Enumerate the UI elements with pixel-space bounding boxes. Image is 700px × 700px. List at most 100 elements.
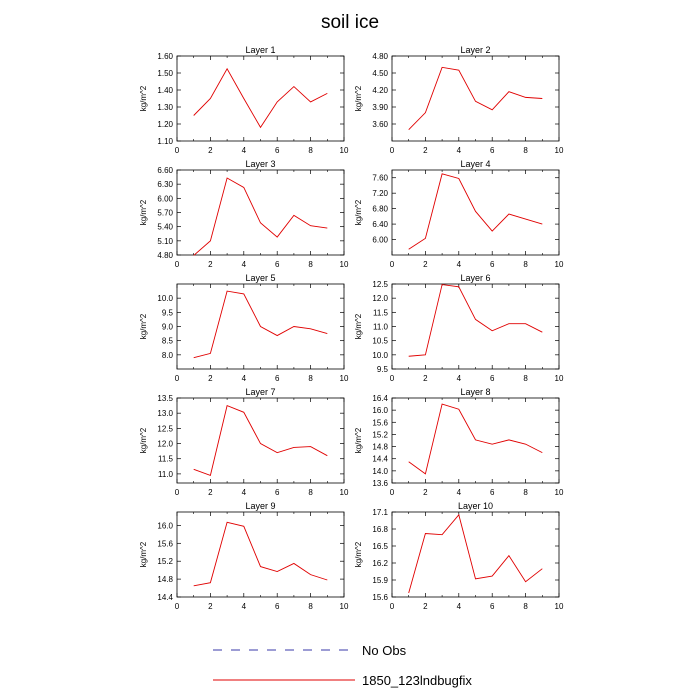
y-axis-label: kg/m^2 xyxy=(139,313,148,339)
figure-title: soil ice xyxy=(321,12,379,33)
x-tick-label: 6 xyxy=(490,146,495,155)
y-tick-label: 8.5 xyxy=(162,337,174,346)
x-tick-label: 4 xyxy=(457,602,462,611)
series-line xyxy=(408,66,543,130)
chart-panel-layer-8: Layer 8 0 2 4 6 8 10 13.6 14.0 14.4 14.8 15.2 15.6 16… xyxy=(354,387,564,497)
y-tick-label: 13.6 xyxy=(372,479,388,488)
panel-title: Layer 8 xyxy=(460,387,490,397)
y-tick-label: 9.5 xyxy=(162,308,174,317)
y-tick-label: 6.00 xyxy=(372,236,388,245)
y-tick-label: 12.0 xyxy=(157,440,173,449)
y-tick-label: 16.8 xyxy=(372,525,388,534)
x-tick-label: 2 xyxy=(423,260,428,269)
y-axis-label: kg/m^2 xyxy=(354,199,363,225)
y-tick-label: 11.0 xyxy=(373,323,389,332)
x-tick-label: 8 xyxy=(308,374,313,383)
y-tick-label: 11.5 xyxy=(373,308,389,317)
y-tick-label: 6.80 xyxy=(372,205,388,214)
x-tick-label: 2 xyxy=(423,374,428,383)
series-line xyxy=(408,513,543,594)
y-tick-label: 4.20 xyxy=(372,86,388,95)
y-tick-label: 10.5 xyxy=(372,337,388,346)
y-tick-label: 11.0 xyxy=(158,470,174,479)
x-tick-label: 4 xyxy=(457,260,462,269)
x-tick-label: 2 xyxy=(423,488,428,497)
y-tick-label: 15.9 xyxy=(372,576,388,585)
x-tick-label: 0 xyxy=(390,488,395,497)
chart-panel-layer-5: Layer 5 0 2 4 6 8 10 8.0 8.5 9.0 9.5 10.0 kg/m^2 xyxy=(139,273,349,383)
x-tick-label: 4 xyxy=(457,488,462,497)
x-tick-label: 6 xyxy=(275,146,280,155)
y-tick-label: 13.5 xyxy=(157,394,173,403)
series-line xyxy=(193,290,328,359)
y-tick-label: 3.90 xyxy=(372,103,388,112)
y-tick-label: 6.30 xyxy=(157,180,173,189)
y-tick-label: 10.0 xyxy=(157,294,173,303)
chart-panel-layer-6: Layer 6 0 2 4 6 8 10 9.5 10.0 10.5 11.0 11.5 12.0 12.… xyxy=(354,273,564,383)
chart-panel-layer-2: Layer 2 0 2 4 6 8 10 3.60 3.90 4.20 4.50 4.80 kg/m^2 xyxy=(354,45,564,155)
y-tick-label: 1.40 xyxy=(157,86,173,95)
panel-title: Layer 7 xyxy=(245,387,275,397)
x-tick-label: 8 xyxy=(308,260,313,269)
x-tick-label: 6 xyxy=(490,260,495,269)
x-tick-label: 6 xyxy=(490,488,495,497)
x-tick-label: 2 xyxy=(423,146,428,155)
x-tick-label: 4 xyxy=(457,146,462,155)
y-tick-label: 5.70 xyxy=(157,209,173,218)
chart-panel-layer-10: Layer 10 0 2 4 6 8 10 15.6 15.9 16.2 16.5 16.8 17.1 k… xyxy=(354,501,564,611)
x-tick-label: 10 xyxy=(340,146,349,155)
y-tick-label: 1.20 xyxy=(157,120,173,129)
y-tick-label: 12.5 xyxy=(157,424,173,433)
legend: No Obs 1850_123lndbugfix xyxy=(213,643,472,688)
plot-frame xyxy=(391,397,560,484)
x-tick-label: 4 xyxy=(242,488,247,497)
y-tick-label: 13.0 xyxy=(157,409,173,418)
series-line xyxy=(193,177,328,256)
y-axis-label: kg/m^2 xyxy=(139,541,148,567)
y-tick-label: 14.0 xyxy=(372,467,388,476)
x-tick-label: 8 xyxy=(308,488,313,497)
y-tick-label: 4.80 xyxy=(372,52,388,61)
x-tick-label: 10 xyxy=(555,260,564,269)
panel-title: Layer 5 xyxy=(245,273,275,283)
y-tick-label: 16.4 xyxy=(372,394,388,403)
x-tick-label: 4 xyxy=(242,374,247,383)
y-axis-label: kg/m^2 xyxy=(354,541,363,567)
y-tick-label: 16.0 xyxy=(157,521,173,530)
y-tick-label: 12.0 xyxy=(372,294,388,303)
x-tick-label: 2 xyxy=(208,374,213,383)
chart-panel-layer-1: Layer 1 0 2 4 6 8 10 1.10 1.20 1.30 1.40 1.50 1.60 kg… xyxy=(139,45,349,155)
series-line xyxy=(193,521,328,587)
x-tick-label: 0 xyxy=(175,146,180,155)
y-tick-label: 16.2 xyxy=(372,559,388,568)
legend-label-1850-123lndbugfix: 1850_123lndbugfix xyxy=(362,673,472,688)
x-tick-label: 0 xyxy=(175,374,180,383)
plot-frame xyxy=(391,511,560,598)
chart-panels: Layer 10 2 4 6 8 101.101.201.301.401.501.60kg… xyxy=(139,45,564,611)
y-tick-label: 4.50 xyxy=(372,69,388,78)
y-tick-label: 1.30 xyxy=(157,103,173,112)
panel-title: Layer 10 xyxy=(458,501,493,511)
panel-title: Layer 2 xyxy=(460,45,490,55)
x-tick-label: 2 xyxy=(208,146,213,155)
x-tick-label: 8 xyxy=(523,488,528,497)
x-tick-label: 10 xyxy=(555,602,564,611)
x-tick-label: 0 xyxy=(390,374,395,383)
chart-panel-layer-7: Layer 7 0 2 4 6 8 10 11.0 11.5 12.0 12.5 13.0 13.5 kg… xyxy=(139,387,349,497)
series-line xyxy=(408,173,543,250)
y-tick-label: 1.50 xyxy=(157,69,173,78)
series-line xyxy=(193,404,328,477)
chart-panel-layer-3: Layer 3 0 2 4 6 8 10 4.80 5.10 5.40 5.70 6.00 6.30 6.… xyxy=(139,159,349,269)
x-tick-label: 2 xyxy=(208,602,213,611)
x-tick-label: 8 xyxy=(523,146,528,155)
x-tick-label: 10 xyxy=(340,374,349,383)
panel-title: Layer 3 xyxy=(245,159,275,169)
x-tick-label: 10 xyxy=(555,146,564,155)
y-tick-label: 17.1 xyxy=(372,508,388,517)
y-tick-label: 5.10 xyxy=(157,237,173,246)
y-tick-label: 5.40 xyxy=(157,223,173,232)
series-line xyxy=(408,403,543,475)
y-axis-label: kg/m^2 xyxy=(139,85,148,111)
x-tick-label: 2 xyxy=(423,602,428,611)
x-tick-label: 8 xyxy=(308,602,313,611)
